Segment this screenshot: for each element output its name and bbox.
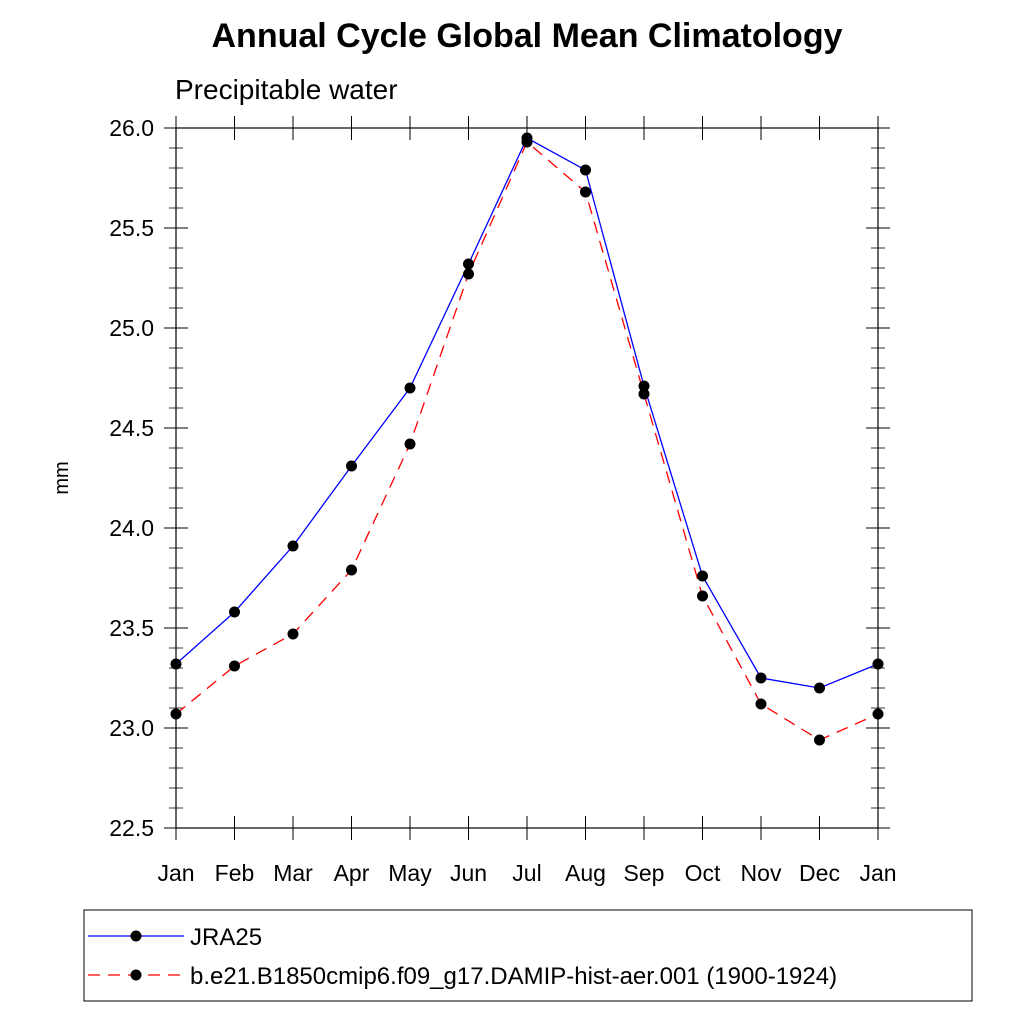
x-tick-label: Jul: [512, 860, 541, 886]
y-tick-label: 26.0: [109, 115, 154, 141]
y-tick-label: 23.0: [109, 715, 154, 741]
data-point-jra25: [404, 382, 416, 394]
y-tick-label: 24.5: [109, 415, 154, 441]
x-tick-label: Sep: [624, 860, 665, 886]
data-point-damip: [404, 438, 416, 450]
x-tick-label: Aug: [565, 860, 606, 886]
data-point-damip: [755, 698, 767, 710]
series-line-jra25: [175, 137, 879, 689]
x-tick-label: Jun: [450, 860, 487, 886]
y-tick-label: 25.5: [109, 215, 154, 241]
major-ticks: [164, 116, 890, 840]
y-tick-label: 25.0: [109, 315, 154, 341]
data-point-damip: [638, 388, 650, 400]
y-tick-label: 22.5: [109, 815, 154, 841]
data-point-jra25: [872, 658, 884, 670]
data-point-damip: [346, 564, 357, 576]
chart-title: Annual Cycle Global Mean Climatology: [212, 17, 843, 55]
data-point-damip: [463, 268, 474, 280]
data-point-jra25: [638, 380, 650, 392]
plot-frame: [175, 127, 879, 829]
data-point-damip: [697, 590, 708, 602]
x-tick-labels: Jan Feb Mar Apr May Jun Jul Aug Sep Oct Nov Dec Jan: [157, 860, 896, 886]
chart-subtitle: Precipitable water: [175, 74, 398, 105]
y-axis-label: mm: [51, 461, 73, 494]
x-tick-label: Dec: [799, 860, 840, 886]
data-point-jra25: [755, 672, 767, 684]
legend-label-jra25: JRA25: [190, 924, 262, 951]
series-line-damip: [175, 140, 879, 741]
data-point-damip: [170, 708, 182, 720]
data-point-jra25: [229, 606, 240, 618]
data-point-jra25: [346, 460, 357, 472]
data-point-jra25: [463, 258, 474, 270]
legend-marker-jra25: [130, 930, 142, 942]
x-tick-label: Apr: [334, 860, 370, 886]
x-tick-label: Feb: [215, 860, 255, 886]
legend-marker-damip: [130, 969, 142, 981]
series-points: [170, 132, 884, 746]
data-point-damip: [872, 708, 884, 720]
data-point-damip: [229, 660, 240, 672]
minor-ticks: [169, 147, 885, 809]
series-lines: [175, 137, 879, 741]
data-point-jra25: [287, 540, 299, 552]
x-tick-label: Jan: [157, 860, 194, 886]
x-tick-label: May: [388, 860, 432, 886]
legend-box: [83, 909, 973, 1002]
x-tick-label: Mar: [273, 860, 313, 886]
data-point-damip: [287, 628, 299, 640]
data-point-jra25: [697, 570, 708, 582]
data-point-damip: [814, 734, 825, 746]
data-point-jra25: [580, 164, 591, 176]
y-tick-labels: 22.5 23.0 23.5 24.0 24.5 25.0 25.5 26.0: [109, 115, 154, 841]
data-point-damip: [521, 136, 533, 148]
legend-label-damip: b.e21.B1850cmip6.f09_g17.DAMIP-hist-aer.…: [190, 963, 837, 990]
legend: JRA25 b.e21.B1850cmip6.f09_g17.DAMIP-his…: [83, 909, 973, 1002]
data-point-jra25: [814, 682, 825, 694]
data-point-damip: [580, 186, 591, 198]
x-tick-label: Jan: [859, 860, 896, 886]
y-tick-label: 24.0: [109, 515, 154, 541]
data-point-jra25: [170, 658, 182, 670]
x-tick-label: Nov: [741, 860, 782, 886]
y-tick-label: 23.5: [109, 615, 154, 641]
x-tick-label: Oct: [685, 860, 721, 886]
